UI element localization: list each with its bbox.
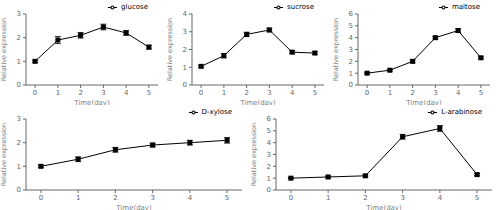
svg-text:2: 2	[244, 89, 248, 97]
svg-text:0: 0	[17, 81, 21, 89]
svg-text:0: 0	[39, 194, 43, 202]
svg-text:3: 3	[17, 115, 21, 123]
svg-text:5: 5	[475, 194, 479, 202]
svg-text:0: 0	[365, 89, 369, 97]
svg-text:6: 6	[267, 115, 272, 123]
svg-text:1: 1	[267, 175, 271, 183]
svg-text:4: 4	[267, 139, 272, 147]
svg-text:0: 0	[17, 186, 21, 194]
svg-text:0: 0	[349, 81, 353, 89]
svg-text:1: 1	[183, 64, 187, 72]
svg-text:4: 4	[124, 89, 129, 97]
svg-text:0: 0	[183, 81, 187, 89]
html-text:L-arabinose: L-arabinose	[441, 108, 482, 116]
svg-text:2: 2	[410, 89, 414, 97]
svg-text:5: 5	[267, 127, 271, 135]
svg-text:0: 0	[199, 89, 203, 97]
svg-text:5: 5	[349, 22, 353, 30]
svg-text:Relative expression: Relative expression	[332, 18, 340, 81]
svg-text:Time(day): Time(day)	[239, 99, 276, 105]
svg-text:6: 6	[349, 10, 354, 18]
svg-text:2: 2	[17, 139, 21, 147]
html-text:sucrose: sucrose	[287, 3, 314, 11]
svg-text:4: 4	[349, 34, 354, 42]
svg-text:3: 3	[150, 194, 154, 202]
svg-text:4: 4	[456, 89, 461, 97]
svg-text:1: 1	[76, 194, 80, 202]
svg-text:1: 1	[326, 194, 330, 202]
svg-text:4: 4	[290, 89, 295, 97]
svg-text:0: 0	[289, 194, 293, 202]
svg-text:3: 3	[17, 10, 21, 18]
svg-text:5: 5	[147, 89, 151, 97]
svg-text:Relative expression: Relative expression	[250, 123, 258, 186]
html-text:maltose: maltose	[452, 3, 480, 11]
svg-text:1: 1	[349, 70, 353, 78]
svg-text:1: 1	[17, 58, 21, 66]
svg-text:2: 2	[17, 34, 21, 42]
svg-text:3: 3	[101, 89, 105, 97]
html-text:glucose: glucose	[121, 3, 148, 11]
html-text:D-xylose: D-xylose	[201, 108, 232, 116]
svg-text:5: 5	[479, 89, 483, 97]
svg-text:1: 1	[56, 89, 60, 97]
svg-text:0: 0	[33, 89, 37, 97]
svg-text:Time(day): Time(day)	[405, 99, 442, 105]
svg-text:4: 4	[188, 194, 193, 202]
svg-text:3: 3	[433, 89, 437, 97]
svg-text:1: 1	[222, 89, 226, 97]
svg-text:2: 2	[267, 163, 271, 171]
svg-text:2: 2	[113, 194, 117, 202]
svg-text:1: 1	[17, 163, 21, 171]
svg-text:Relative expression: Relative expression	[8, 18, 9, 81]
svg-text:3: 3	[183, 28, 187, 36]
svg-text:Relative expression: Relative expression	[166, 18, 174, 81]
svg-text:4: 4	[183, 10, 188, 18]
svg-text:2: 2	[183, 46, 187, 54]
svg-text:4: 4	[438, 194, 443, 202]
svg-text:2: 2	[78, 89, 82, 97]
svg-text:1: 1	[388, 89, 392, 97]
svg-text:Time(day): Time(day)	[73, 99, 110, 105]
svg-text:5: 5	[313, 89, 317, 97]
svg-text:3: 3	[349, 46, 353, 54]
svg-text:3: 3	[400, 194, 404, 202]
svg-text:2: 2	[349, 58, 353, 66]
svg-text:Time(day): Time(day)	[365, 204, 402, 210]
svg-text:5: 5	[225, 194, 229, 202]
svg-text:3: 3	[267, 151, 271, 159]
svg-text:3: 3	[267, 89, 271, 97]
svg-text:0: 0	[267, 186, 271, 194]
svg-text:Relative expression: Relative expression	[8, 123, 9, 186]
svg-text:Time(day): Time(day)	[115, 204, 152, 210]
svg-text:2: 2	[363, 194, 367, 202]
